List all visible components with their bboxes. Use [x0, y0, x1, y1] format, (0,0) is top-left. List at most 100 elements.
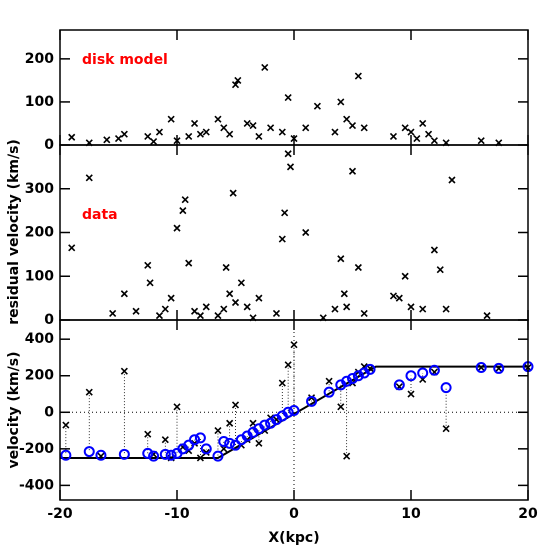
data-point — [190, 119, 199, 128]
y-tick-label: -200 — [19, 441, 54, 457]
data-point — [343, 452, 351, 460]
y-tick-label: 200 — [25, 368, 54, 384]
x-tick-label: -10 — [164, 506, 190, 522]
data-point — [389, 292, 398, 300]
data-point — [222, 263, 230, 272]
annotation: data — [82, 207, 118, 223]
model-point — [440, 382, 452, 394]
data-point — [442, 305, 450, 313]
model-point — [259, 419, 271, 431]
data-point — [395, 294, 403, 302]
y-tick-label: -400 — [19, 477, 54, 493]
data-point — [407, 390, 415, 398]
model-point — [118, 448, 130, 460]
data-point — [360, 309, 368, 318]
data-point — [109, 309, 117, 318]
data-point — [337, 98, 345, 106]
annotation: disk model — [82, 52, 168, 68]
data-point — [430, 137, 438, 145]
x-tick-label: -20 — [47, 506, 73, 522]
data-point — [114, 134, 123, 143]
model-point — [200, 443, 212, 455]
data-point — [313, 102, 321, 110]
y-tick-label: 0 — [44, 404, 54, 420]
data-point — [220, 124, 228, 132]
data-point — [185, 259, 193, 267]
y-tick-label: 100 — [25, 268, 54, 284]
data-point — [424, 130, 433, 138]
model-point — [230, 439, 241, 451]
model-point — [323, 386, 335, 398]
data-point — [243, 119, 251, 128]
model-point — [306, 395, 318, 407]
data-point — [255, 439, 263, 447]
data-point — [413, 134, 421, 143]
data-point — [401, 272, 409, 280]
y-axis-label: residual velocity (km/s) — [6, 139, 22, 325]
y-tick-label: 300 — [25, 181, 54, 197]
data-point — [231, 298, 240, 307]
model-point — [165, 449, 177, 461]
x-tick-label: 0 — [289, 506, 299, 522]
data-point — [173, 137, 181, 145]
data-point — [278, 235, 286, 243]
data-point — [255, 294, 263, 302]
data-point — [85, 174, 93, 182]
model-point — [352, 370, 364, 382]
data-point — [255, 132, 263, 140]
data-point — [407, 303, 415, 311]
data-point — [360, 124, 368, 132]
data-point — [442, 425, 450, 433]
data-point — [495, 364, 503, 372]
data-point — [167, 115, 175, 123]
data-point — [272, 309, 281, 318]
y-tick-label: 200 — [25, 225, 54, 241]
data-point — [144, 261, 152, 269]
model-point — [142, 447, 154, 459]
data-point — [249, 122, 257, 130]
y-tick-label: 200 — [25, 51, 54, 67]
data-point — [281, 209, 289, 217]
data-point — [226, 130, 234, 138]
x-tick-label: 10 — [401, 506, 421, 522]
model-point — [212, 450, 224, 462]
model-point — [189, 434, 201, 446]
model-point — [288, 404, 300, 416]
data-point — [62, 421, 70, 429]
model-point — [159, 448, 171, 460]
y-tick-label: 400 — [25, 331, 54, 347]
data-point — [231, 81, 240, 89]
y-tick-label: 100 — [25, 94, 54, 110]
data-point — [290, 134, 298, 143]
model-point — [183, 439, 195, 451]
data-point — [436, 266, 444, 274]
model-point — [493, 362, 505, 374]
data-point — [302, 228, 310, 237]
data-point — [120, 367, 128, 375]
data-point — [132, 307, 140, 315]
model-point — [282, 406, 294, 418]
model-point — [83, 446, 95, 458]
x-axis-label: X(kpc) — [268, 530, 319, 546]
data-point — [226, 419, 234, 427]
data-point — [448, 176, 456, 184]
model-point — [60, 449, 72, 461]
data-point — [290, 341, 298, 349]
data-point — [389, 132, 398, 140]
data-point — [340, 290, 348, 298]
data-point — [284, 94, 292, 102]
data-point — [284, 361, 292, 369]
data-point — [146, 279, 154, 287]
data-point — [401, 124, 409, 132]
y-axis-label: velocity (km/s) — [6, 352, 22, 469]
data-point — [419, 305, 427, 313]
data-point — [477, 137, 485, 145]
data-point — [226, 290, 234, 298]
data-point — [243, 303, 251, 311]
data-point — [181, 196, 189, 204]
data-point — [214, 426, 222, 435]
data-point — [354, 263, 362, 272]
data-point — [261, 63, 269, 72]
data-point — [68, 133, 76, 141]
